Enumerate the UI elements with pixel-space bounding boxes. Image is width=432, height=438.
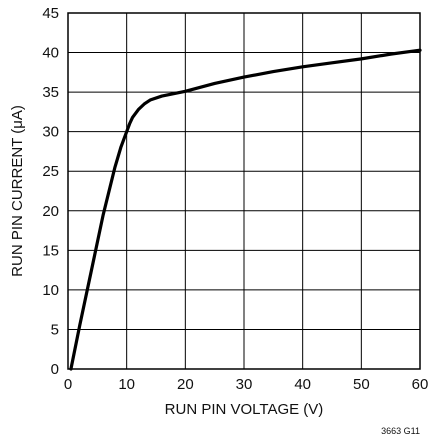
y-tick-label: 40 (42, 45, 59, 62)
y-tick-label: 0 (51, 361, 59, 378)
y-tick-label: 35 (42, 84, 59, 101)
x-tick-label: 0 (64, 376, 72, 393)
y-axis-label: RUN PIN CURRENT (μA) (9, 105, 26, 277)
y-tick-label: 30 (42, 124, 59, 141)
grid-lines (68, 13, 420, 369)
y-tick-label: 15 (42, 242, 59, 259)
y-tick-label: 45 (42, 5, 59, 22)
x-axis-label: RUN PIN VOLTAGE (V) (165, 401, 324, 418)
y-tick-label: 25 (42, 163, 59, 180)
x-tick-label: 10 (118, 376, 135, 393)
figure-code: 3663 G11 (381, 426, 420, 436)
x-tick-label: 50 (353, 376, 370, 393)
x-tick-label: 20 (177, 376, 194, 393)
x-axis-ticks: 0 10 20 30 40 50 60 (64, 376, 429, 393)
y-tick-label: 10 (42, 282, 59, 299)
x-tick-label: 30 (236, 376, 253, 393)
y-tick-label: 20 (42, 203, 59, 220)
plot-area-frame (67, 12, 421, 370)
current-vs-voltage-curve (69, 48, 422, 371)
x-tick-label: 40 (294, 376, 311, 393)
y-tick-label: 5 (51, 321, 59, 338)
x-tick-label: 60 (412, 376, 429, 393)
y-axis-ticks: 0 5 10 15 20 25 30 35 40 45 (42, 5, 59, 378)
